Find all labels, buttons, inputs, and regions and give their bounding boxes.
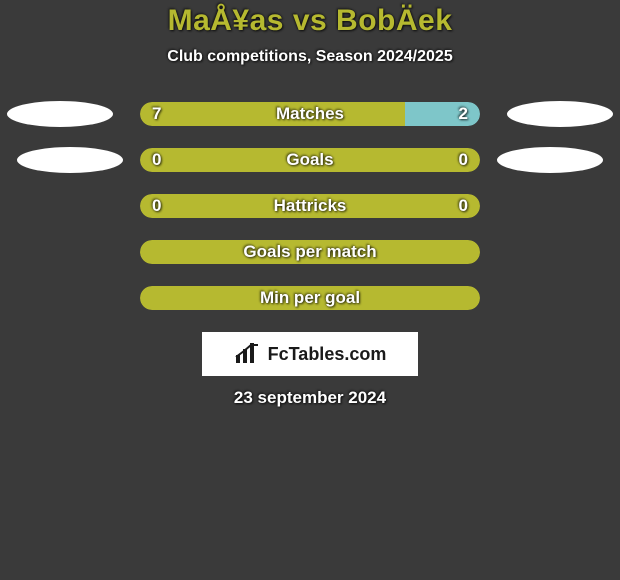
bar-fill-left (140, 102, 405, 126)
subtitle: Club competitions, Season 2024/2025 (0, 48, 620, 66)
stats-section: 7 2 Matches 0 0 Goals 0 0 Hattricks Goals per mat… (0, 102, 620, 310)
stat-value-right: 0 (459, 150, 468, 170)
stat-row: 7 2 Matches (0, 102, 620, 126)
right-slot (480, 147, 620, 173)
stat-row: Goals per match (0, 240, 620, 264)
stat-label: Matches (276, 104, 344, 124)
player1-ellipse (17, 147, 123, 173)
stat-value-left: 7 (152, 104, 161, 124)
stat-label: Min per goal (260, 288, 360, 308)
logo-text: FcTables.com (268, 344, 387, 365)
stat-bar: 0 0 Hattricks (140, 194, 480, 218)
stat-bar: 7 2 Matches (140, 102, 480, 126)
stat-bar: Min per goal (140, 286, 480, 310)
stat-row: Min per goal (0, 286, 620, 310)
player2-ellipse (497, 147, 603, 173)
stat-row: 0 0 Goals (0, 148, 620, 172)
right-slot (480, 285, 620, 311)
left-slot (0, 239, 140, 265)
bars-icon (234, 343, 262, 365)
stat-value-right: 2 (459, 104, 468, 124)
left-slot (0, 147, 140, 173)
right-slot (480, 193, 620, 219)
stat-value-left: 0 (152, 196, 161, 216)
stat-bar: 0 0 Goals (140, 148, 480, 172)
stat-bar: Goals per match (140, 240, 480, 264)
player1-ellipse (7, 101, 113, 127)
footer-date: 23 september 2024 (0, 388, 620, 408)
fctables-logo: FcTables.com (202, 332, 418, 376)
stat-label: Goals (286, 150, 333, 170)
stat-value-right: 0 (459, 196, 468, 216)
stat-label: Goals per match (243, 242, 376, 262)
right-slot (480, 101, 620, 127)
left-slot (0, 285, 140, 311)
page-title: MaÅ¥as vs BobÄek (0, 4, 620, 38)
player2-ellipse (507, 101, 613, 127)
comparison-card: MaÅ¥as vs BobÄek Club competitions, Seas… (0, 0, 620, 408)
left-slot (0, 101, 140, 127)
stat-label: Hattricks (274, 196, 347, 216)
bar-fill-right (405, 102, 480, 126)
stat-row: 0 0 Hattricks (0, 194, 620, 218)
stat-value-left: 0 (152, 150, 161, 170)
right-slot (480, 239, 620, 265)
left-slot (0, 193, 140, 219)
